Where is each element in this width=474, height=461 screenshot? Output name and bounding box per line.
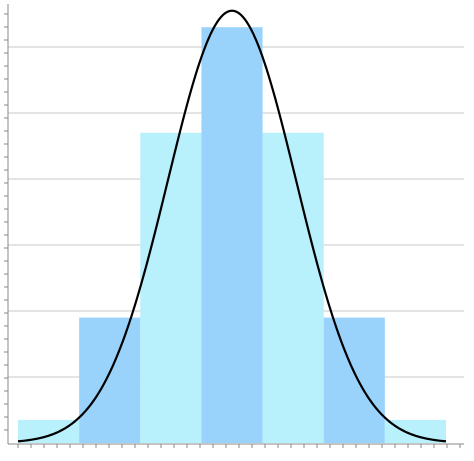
axes (4, 4, 464, 448)
histogram-bar-1 (18, 419, 80, 443)
histogram-bar-5 (262, 132, 324, 444)
histogram-bar-6 (323, 317, 385, 443)
histogram-bar-2 (79, 317, 141, 443)
histogram-bar-4 (201, 27, 263, 443)
histogram-bar-7 (384, 419, 446, 443)
normal-curve (17, 9, 447, 443)
histogram-bars (18, 27, 446, 444)
histogram-bar-3 (140, 132, 202, 444)
curve-layer (17, 9, 447, 443)
